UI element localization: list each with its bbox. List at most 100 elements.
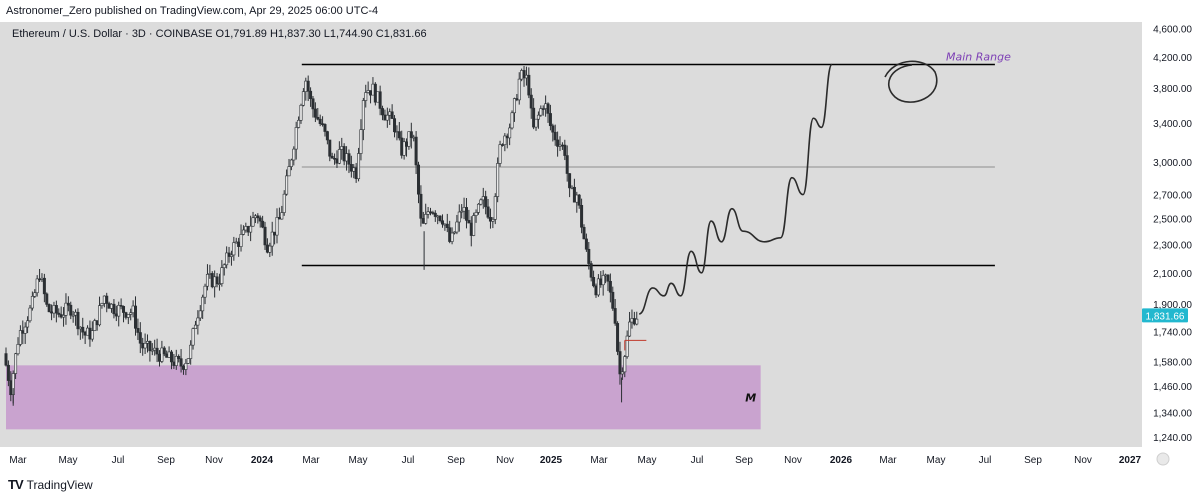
candle-body xyxy=(184,363,188,370)
chart-area[interactable]: M Main Range 4,600.00 4,200.00 3,800.00 3,4… xyxy=(0,22,1200,472)
candle-body xyxy=(280,212,284,220)
candle xyxy=(491,217,495,229)
candle-body xyxy=(294,127,298,150)
candle-body xyxy=(486,206,490,218)
candle-body xyxy=(301,91,305,106)
candle-body xyxy=(110,303,114,309)
candle-body xyxy=(402,141,406,156)
candle-body xyxy=(412,136,416,139)
candle-body xyxy=(297,119,301,128)
time-axis-bg xyxy=(0,447,1200,472)
candle-body xyxy=(196,317,200,326)
candle-body xyxy=(613,308,617,324)
candle-body xyxy=(174,355,178,366)
tradingview-logo-icon: TV xyxy=(8,477,24,492)
candle xyxy=(57,308,61,318)
auto-scale-icon xyxy=(1156,452,1170,466)
candle-body xyxy=(160,347,164,362)
candle xyxy=(241,225,245,236)
time-tick-label: Jul xyxy=(691,455,704,466)
candle xyxy=(551,123,555,142)
candle-body xyxy=(510,112,514,129)
candle-body xyxy=(253,215,257,219)
candle-body xyxy=(596,278,600,296)
candle xyxy=(54,300,58,323)
candle-body xyxy=(4,353,8,366)
candle xyxy=(184,359,188,376)
candle-body xyxy=(167,351,171,358)
price-axis[interactable]: 4,600.00 4,200.00 3,800.00 3,400.00 3,000.00… xyxy=(1142,22,1200,472)
chart-svg[interactable]: M Main Range 4,600.00 4,200.00 3,800.00 3,4… xyxy=(0,22,1200,472)
time-tick-label: Nov xyxy=(205,455,223,466)
candle-body xyxy=(534,118,538,128)
candle-body xyxy=(592,277,596,287)
candle xyxy=(450,227,454,245)
candle-body xyxy=(157,353,161,362)
candle xyxy=(409,122,413,149)
candle xyxy=(474,209,478,223)
symbol-ohlc-line: Ethereum / U.S. Dollar · 3D · COINBASE O… xyxy=(12,28,427,40)
candle-body xyxy=(203,285,207,298)
candle xyxy=(417,161,421,204)
time-tick-label: May xyxy=(349,455,368,466)
candle-body xyxy=(570,186,574,189)
candle-body xyxy=(577,194,581,206)
candle xyxy=(539,105,543,117)
candle xyxy=(402,138,406,160)
candle xyxy=(393,115,397,138)
candle-body xyxy=(484,196,488,208)
candle-body xyxy=(201,296,205,312)
tradingview-logo[interactable]: TV TradingView xyxy=(8,477,93,492)
candle-body xyxy=(448,227,452,242)
candle xyxy=(47,303,51,313)
time-tick-label: 2024 xyxy=(251,455,274,466)
candle-body xyxy=(611,291,615,309)
candle-body xyxy=(122,306,126,313)
demand-zone-layer: M xyxy=(6,365,761,430)
candle-body xyxy=(74,311,78,316)
candle xyxy=(220,260,224,287)
candle-body xyxy=(594,285,598,296)
candle-body xyxy=(558,144,562,147)
candle xyxy=(90,321,94,342)
candle-body xyxy=(35,278,39,294)
candle-body xyxy=(464,207,468,221)
candle xyxy=(136,318,140,340)
candle-body xyxy=(95,320,99,326)
projection-path xyxy=(638,63,833,315)
candle xyxy=(316,108,320,121)
candle xyxy=(4,347,8,367)
price-tick-label: 2,700.00 xyxy=(1153,191,1192,202)
candle xyxy=(258,215,262,228)
candle-body xyxy=(333,157,337,160)
candle-body xyxy=(472,215,476,236)
candle xyxy=(618,341,622,385)
candle-body xyxy=(481,196,485,201)
candle xyxy=(138,322,142,354)
published-line: Astronomer_Zero published on TradingView… xyxy=(6,5,379,17)
time-tick-label: Sep xyxy=(1024,455,1042,466)
candle-body xyxy=(532,107,536,128)
candle-body xyxy=(400,137,404,156)
candle-body xyxy=(42,277,46,295)
candle-body xyxy=(213,276,217,288)
candle xyxy=(134,296,138,336)
candle xyxy=(532,98,536,130)
candle-body xyxy=(536,114,540,120)
candle-body xyxy=(177,355,181,359)
candle-body xyxy=(71,314,75,317)
candle-body xyxy=(318,118,322,124)
candle xyxy=(625,330,629,359)
candle-body xyxy=(388,111,392,116)
candle-body xyxy=(189,344,193,359)
candle-body xyxy=(488,217,492,222)
candle xyxy=(548,104,552,131)
candle xyxy=(601,270,605,296)
candle-body xyxy=(64,302,68,316)
candle xyxy=(119,298,123,310)
candle xyxy=(577,193,581,209)
candle xyxy=(325,130,329,145)
candle xyxy=(635,311,639,326)
candle-body xyxy=(376,91,380,103)
time-axis[interactable]: Mar May Jul Sep Nov 2024 Mar May Jul Sep Nov 2025 Ma… xyxy=(0,447,1200,472)
